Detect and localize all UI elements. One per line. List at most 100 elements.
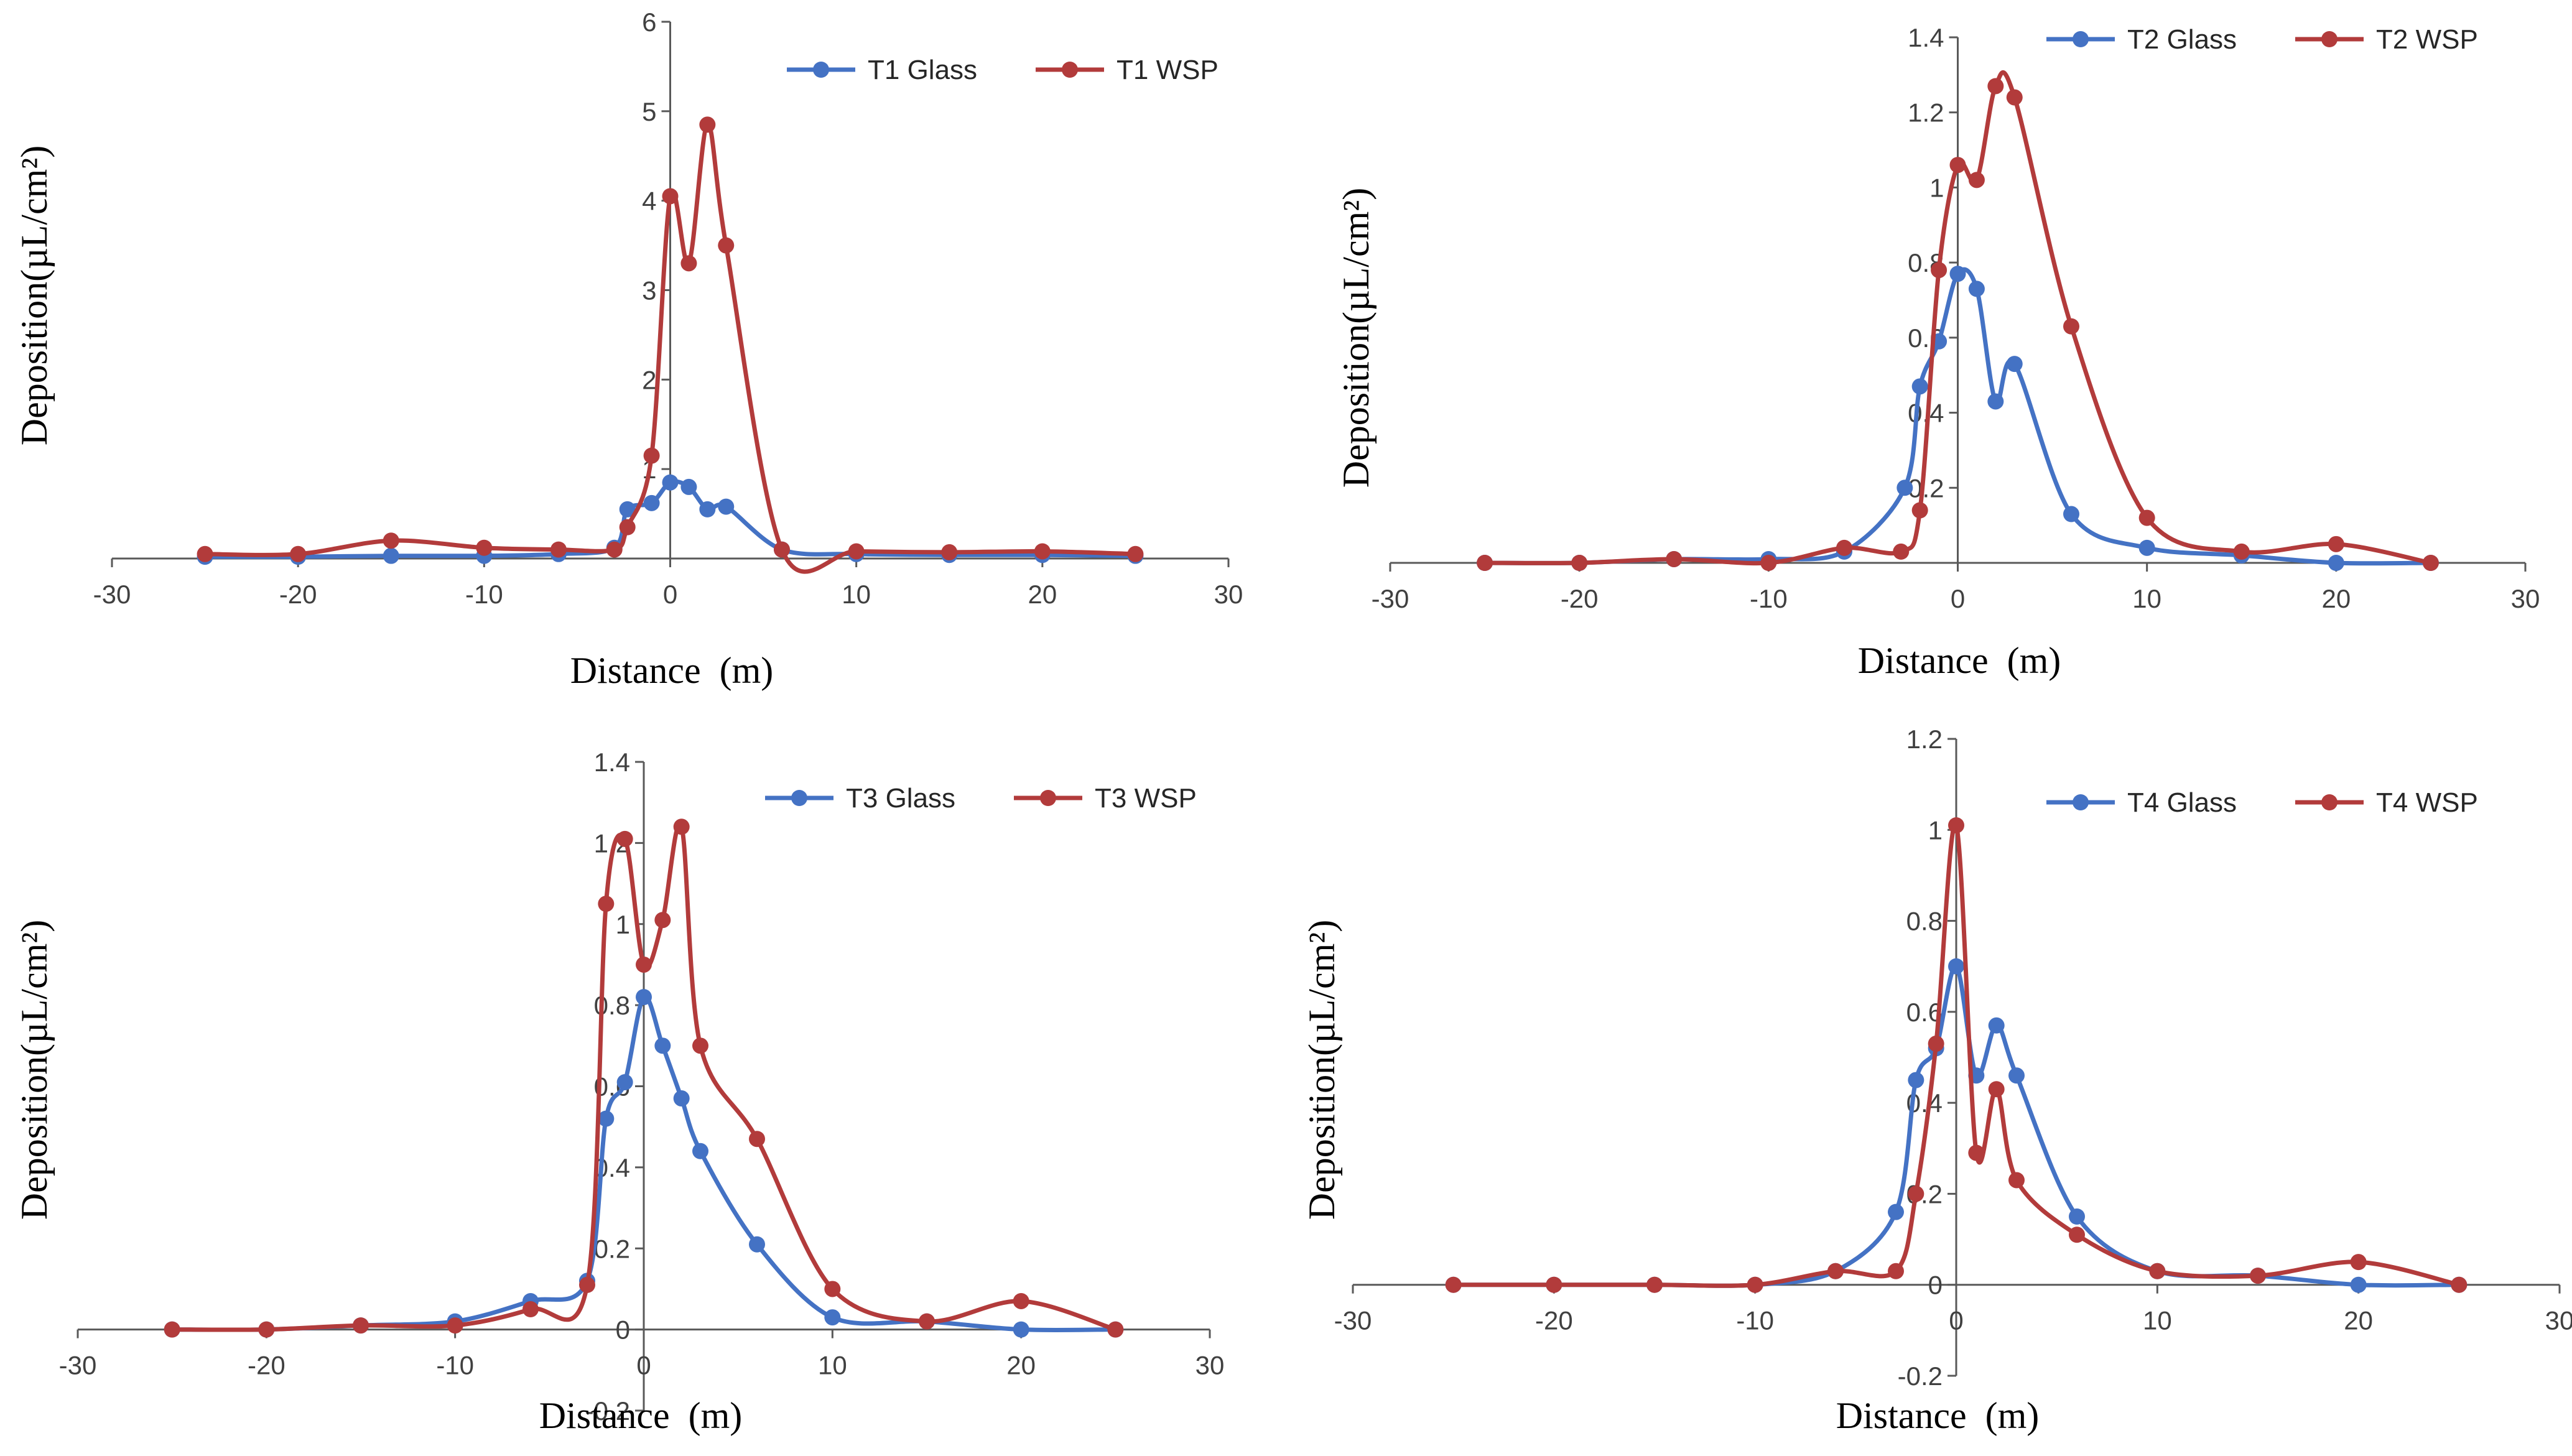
data-point: T2 WSP: (-1, 0.78): [1931, 262, 1948, 279]
legend-swatch-marker: [813, 62, 829, 78]
data-point: T3 Glass: (6, 0.21): [749, 1236, 765, 1253]
x-tick-label: -20: [248, 1351, 286, 1380]
legend-label: T1 Glass: [868, 55, 977, 85]
data-point: T2 WSP: (-20, 0): [1571, 555, 1588, 571]
data-point: T1 Glass: (0, 0.85): [662, 474, 679, 491]
y-axis-title: Deposition(µL/cm²): [14, 920, 55, 1220]
data-point: T4 WSP: (20, 0.05): [2350, 1254, 2367, 1271]
x-tick-label: -10: [436, 1351, 474, 1380]
data-point: T4 WSP: (0, 1.01): [1948, 817, 1964, 833]
x-tick-label: 20: [2321, 584, 2351, 613]
data-point: T3 Glass: (20, 0): [1013, 1321, 1029, 1338]
data-point: T2 WSP: (-6, 0.04): [1836, 539, 1852, 556]
data-point: T2 WSP: (-15, 0.01): [1666, 550, 1683, 567]
x-tick-label: 0: [636, 1351, 651, 1380]
panel-t4: -30 -20 -10 0 10 20 30-0.200.20.40.60.811.2T4 …: [1301, 725, 2572, 1436]
data-point: T1 WSP: (-20, 0.05): [290, 545, 307, 562]
data-point: T1 WSP: (1, 3.3): [680, 255, 697, 272]
data-point: T4 WSP: (-10, 0): [1747, 1276, 1763, 1293]
data-point: T2 Glass: (-2, 0.47): [1911, 378, 1928, 395]
data-point: T1 WSP: (3, 3.5): [718, 237, 735, 254]
legend-label: T3 Glass: [846, 783, 955, 814]
data-point: T2 WSP: (-10, 0): [1760, 555, 1777, 571]
data-point: T2 WSP: (3, 1.24): [2006, 89, 2023, 106]
y-tick-label: 0.2: [1908, 473, 1944, 503]
data-point: T1 WSP: (2, 4.85): [699, 116, 716, 133]
data-point: T1 Glass: (-15, 0.03): [383, 547, 399, 564]
data-point: T3 WSP: (-6, 0.05): [522, 1301, 539, 1318]
data-point: T3 WSP: (25, 0): [1107, 1321, 1124, 1338]
data-point: T1 WSP: (15, 0.07): [941, 544, 958, 560]
y-tick-label: 1.2: [1906, 725, 1943, 754]
data-point: T3 WSP: (3, 0.7): [692, 1037, 708, 1054]
data-point: T4 WSP: (-25, 0): [1445, 1276, 1462, 1293]
data-point: T1 WSP: (20, 0.08): [1034, 543, 1051, 560]
data-point: T3 WSP: (1, 1.01): [654, 912, 671, 929]
data-point: T3 WSP: (2, 1.24): [673, 818, 690, 835]
data-point: T4 Glass: (0, 0.7): [1948, 958, 1964, 975]
data-point: T2 Glass: (3, 0.53): [2006, 356, 2023, 373]
legend: T1 Glass T1 WSP: [787, 55, 1219, 85]
legend-label: T2 WSP: [2376, 24, 2478, 55]
data-point: T4 Glass: (-3, 0.16): [1888, 1203, 1904, 1220]
data-point: T4 WSP: (6, 0.11): [2069, 1226, 2085, 1243]
data-point: T2 WSP: (-2, 0.14): [1911, 502, 1928, 519]
legend-swatch-marker: [2073, 31, 2089, 47]
data-point: T3 WSP: (-25, 0): [164, 1321, 180, 1338]
legend-swatch-marker: [791, 790, 807, 806]
data-point: T4 Glass: (20, 0): [2350, 1276, 2367, 1293]
x-tick-label: 10: [842, 580, 871, 609]
data-point: T4 WSP: (25, 0): [2451, 1276, 2468, 1293]
x-tick-label: -10: [465, 580, 503, 609]
x-tick-label: -10: [1736, 1306, 1774, 1335]
data-point: T1 Glass: (1, 0.8): [680, 478, 697, 495]
legend-swatch-marker: [2073, 794, 2089, 810]
legend-swatch-marker: [1062, 62, 1078, 78]
data-point: T1 WSP: (10, 0.08): [848, 543, 865, 560]
legend-label: T4 WSP: [2376, 787, 2478, 818]
data-point: T1 Glass: (-2.3, 0.55): [619, 501, 636, 517]
data-point: T2 WSP: (6, 0.63): [2063, 318, 2079, 335]
x-axis-title: Distance (m): [1858, 640, 2061, 681]
legend-label: T4 Glass: [2127, 787, 2237, 818]
data-point: T4 WSP: (15, 0.02): [2250, 1268, 2266, 1284]
legend-swatch-marker: [2321, 794, 2338, 810]
data-point: T2 Glass: (0, 0.77): [1949, 266, 1966, 282]
data-point: T2 Glass: (6, 0.13): [2063, 506, 2079, 522]
x-tick-label: -20: [1561, 584, 1599, 613]
data-point: T2 WSP: (15, 0.03): [2233, 543, 2250, 560]
y-tick-label: 1.2: [1908, 98, 1944, 128]
data-point: T1 WSP: (-1, 1.15): [643, 447, 660, 464]
x-tick-label: 30: [2511, 584, 2540, 613]
data-point: T4 WSP: (-6, 0.03): [1827, 1263, 1844, 1279]
data-point: T2 Glass: (-2.8, 0.2): [1897, 480, 1913, 496]
y-axis-title: Deposition(µL/cm²): [1335, 188, 1377, 488]
x-axis-title: Distance (m): [1836, 1395, 2040, 1436]
data-point: T2 WSP: (2, 1.27): [1987, 78, 2004, 95]
data-point: T4 WSP: (-1, 0.53): [1928, 1036, 1944, 1052]
data-point: T2 WSP: (-25, 0): [1477, 555, 1493, 571]
legend-label: T1 WSP: [1117, 55, 1219, 85]
data-point: T1 Glass: (2, 0.55): [699, 501, 716, 517]
data-point: T3 Glass: (3, 0.44): [692, 1143, 708, 1159]
data-point: T4 WSP: (-15, 0): [1646, 1276, 1663, 1293]
y-tick-label: 1: [1929, 173, 1944, 202]
data-point: T2 Glass: (20, 0): [2328, 555, 2344, 571]
data-point: T4 WSP: (2, 0.43): [1988, 1081, 2005, 1098]
x-tick-label: 0: [663, 580, 677, 609]
data-point: T2 WSP: (10, 0.12): [2138, 509, 2155, 526]
panel-t3: -30 -20 -10 0 10 20 30-0.200.20.40.60.811.21.4…: [14, 748, 1224, 1436]
data-point: T4 Glass: (-2, 0.45): [1908, 1072, 1924, 1088]
y-tick-label: 2: [642, 365, 656, 394]
legend-swatch-marker: [1040, 790, 1056, 806]
data-point: T3 Glass: (1, 0.7): [654, 1037, 671, 1054]
data-point: T4 WSP: (-20, 0): [1546, 1276, 1562, 1293]
x-tick-label: 10: [2132, 584, 2161, 613]
y-tick-label: -0.2: [1898, 1361, 1943, 1391]
legend: T4 Glass T4 WSP: [2046, 787, 2478, 818]
x-tick-label: 30: [1214, 580, 1243, 609]
x-tick-label: 20: [1028, 580, 1057, 609]
x-tick-label: 0: [1951, 584, 1965, 613]
data-point: T2 Glass: (10, 0.04): [2138, 539, 2155, 556]
data-point: T3 WSP: (-1, 1.21): [616, 830, 633, 847]
